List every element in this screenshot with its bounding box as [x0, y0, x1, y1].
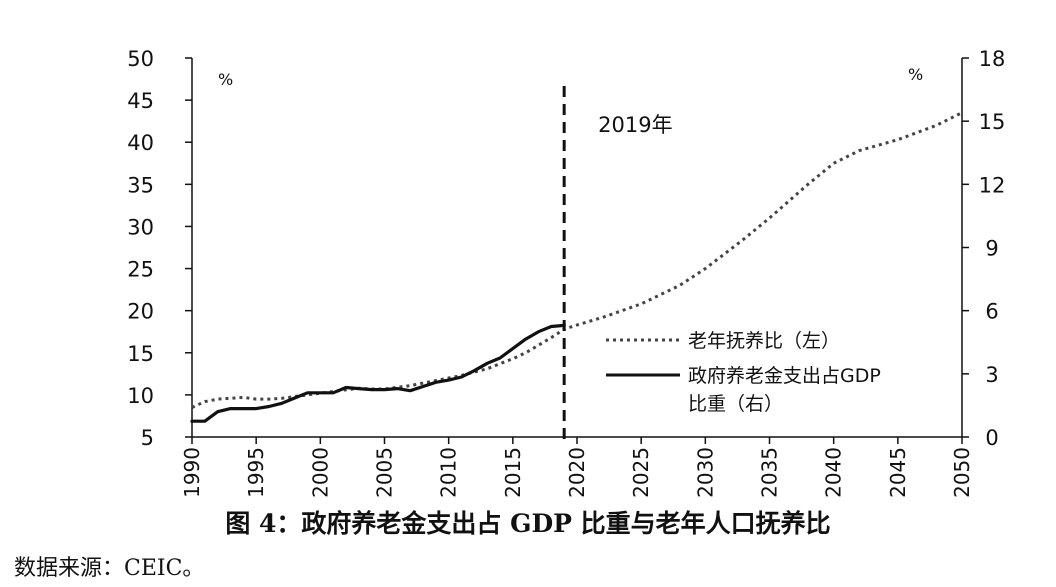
x-axis-tick-label: 2010 — [437, 447, 461, 498]
left-axis-tick-label: 35 — [127, 173, 154, 197]
x-axis-tick-label: 2020 — [565, 447, 589, 498]
x-axis-tick-label: 2040 — [822, 447, 846, 498]
left-axis-tick-label: 10 — [127, 384, 154, 408]
left-axis-tick-label: 40 — [127, 131, 154, 155]
left-axis-unit: % — [218, 70, 233, 89]
legend-label-dependency-ratio: 老年抚养比（左） — [688, 330, 840, 352]
year-2019-label: 2019年 — [598, 113, 672, 137]
left-axis-tick-label: 30 — [127, 215, 154, 239]
legend-label-pension-spending-line2: 比重（右） — [688, 393, 783, 415]
x-axis-tick-label: 2030 — [693, 447, 717, 498]
right-axis-tick-label: 18 — [979, 47, 1006, 71]
left-axis-tick-label: 25 — [127, 258, 154, 282]
right-axis-tick-label: 15 — [979, 110, 1006, 134]
x-axis-tick-label: 2015 — [501, 447, 525, 498]
left-axis-tick-label: 45 — [127, 89, 154, 113]
x-axis-tick-label: 2045 — [886, 447, 910, 498]
right-axis-tick-label: 6 — [985, 300, 998, 324]
series-pension-spending-line — [190, 323, 566, 423]
legend: 老年抚养比（左） 政府养老金支出占GDP 比重（右） — [606, 330, 881, 415]
series-dependency-ratio-line — [191, 111, 963, 409]
x-axis-tick-label: 2035 — [758, 447, 782, 498]
x-axis-tick-label: 2005 — [373, 447, 397, 498]
left-axis-tick-label: 50 — [127, 47, 154, 71]
data-source: 数据来源：CEIC。 — [14, 556, 205, 581]
figure-caption: 图 4：政府养老金支出占 GDP 比重与老年人口抚养比 — [225, 509, 831, 538]
x-axis-tick-label: 2025 — [629, 447, 653, 498]
x-axis-tick-label: 1990 — [180, 447, 204, 498]
legend-label-pension-spending-line1: 政府养老金支出占GDP — [688, 365, 881, 387]
right-axis-tick-label: 3 — [985, 363, 998, 387]
left-axis-tick-label: 20 — [127, 300, 154, 324]
right-axis-tick-label: 9 — [985, 237, 998, 261]
left-axis-tick-label: 15 — [127, 342, 154, 366]
x-axis-tick-label: 2000 — [308, 447, 332, 498]
x-axis-tick-label: 1995 — [244, 447, 268, 498]
right-axis-tick-label: 0 — [985, 426, 998, 450]
right-axis-tick-label: 12 — [979, 173, 1006, 197]
right-axis-unit: % — [908, 65, 923, 84]
left-axis-tick-label: 5 — [141, 426, 154, 450]
x-axis-tick-label: 2050 — [950, 447, 974, 498]
